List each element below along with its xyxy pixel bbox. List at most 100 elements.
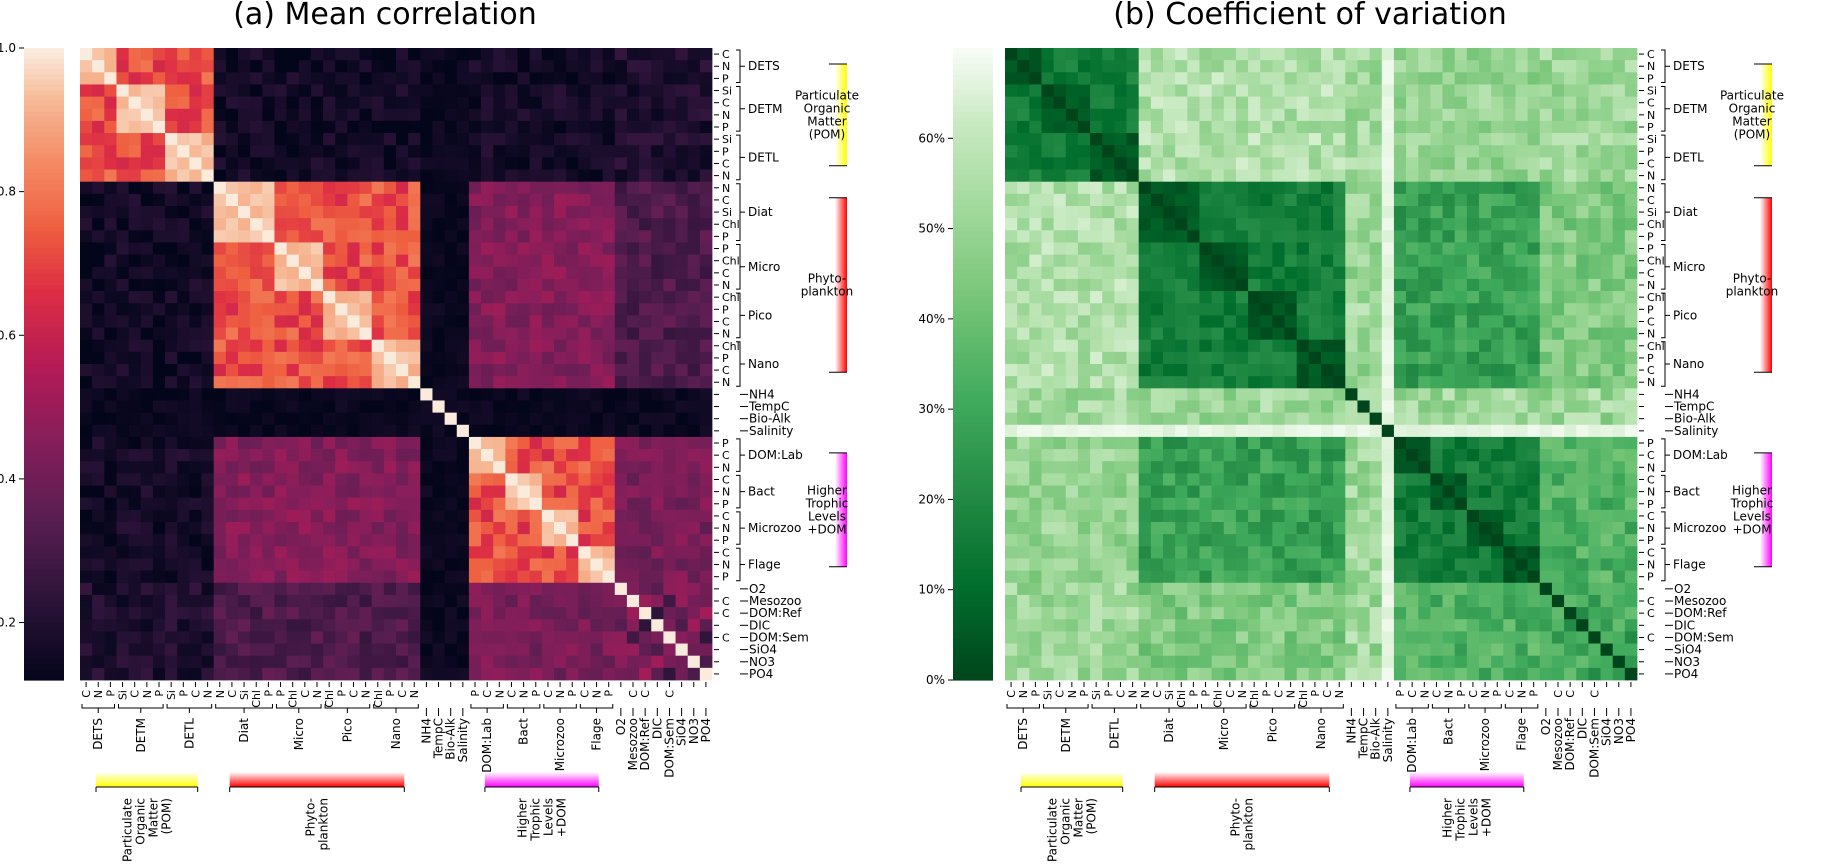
heatmap-cell [468,145,482,158]
heatmap-cell [1296,364,1310,377]
group-label: Pico [748,308,772,322]
heatmap-cell [1539,376,1553,389]
heatmap-cell [310,291,324,304]
heatmap-cell [383,509,397,523]
heatmap-cell [1308,315,1322,328]
heatmap-cell [554,242,567,256]
heatmap-cell [165,631,178,644]
heatmap-cell [128,655,142,669]
heatmap-cell [1223,339,1237,353]
colorbar-segment [953,637,993,644]
heatmap-cell [359,242,373,256]
heatmap-cell [699,108,713,122]
heatmap-cell [566,643,579,657]
heatmap-cell [626,108,640,122]
heatmap-cell [274,667,288,681]
heatmap-cell [1248,364,1261,377]
heatmap-cell [1564,254,1577,268]
heatmap-cell [1005,193,1018,207]
heatmap-cell [699,339,713,353]
heatmap-cell [1321,351,1334,365]
heatmap-cell [1005,315,1018,328]
heatmap-cell [201,412,215,426]
heatmap-cell [274,351,288,365]
heatmap-cell [1102,193,1115,207]
heatmap-cell [1284,133,1298,146]
heatmap-cell [323,558,336,572]
heatmap-cell [92,570,105,584]
heatmap-cell [1515,157,1529,170]
heatmap-cell [590,594,604,608]
heatmap-cell [262,242,275,256]
heatmap-cell [578,193,591,207]
heatmap-cell [432,643,446,657]
heatmap-cell [456,643,470,657]
heatmap-cell [1187,278,1200,292]
heatmap-cell [1333,181,1346,195]
heatmap-cell [286,206,300,219]
heatmap-cell [1442,120,1456,134]
heatmap-cell [250,388,263,401]
heatmap-cell [250,133,263,146]
heatmap-cell [128,351,142,365]
heatmap-cell [140,400,154,414]
heatmap-cell [92,388,105,401]
heatmap-cell [1539,400,1553,414]
heatmap-cell [1005,242,1018,256]
colorbar-segment [24,153,64,160]
heatmap-cell [1041,218,1055,231]
heatmap-cell [1163,96,1176,110]
heatmap-cell [541,96,555,110]
heatmap-cell [1612,84,1626,98]
heatmap-cell [1466,278,1480,292]
heatmap-cell [1624,72,1638,85]
heatmap-cell [614,522,628,535]
heatmap-cell [468,607,482,620]
heatmap-cell [1321,218,1334,231]
heatmap-cell [590,534,604,547]
heatmap-cell [602,364,616,377]
heatmap-cell [578,643,591,657]
heatmap-cell [444,254,458,268]
heatmap-cell [116,388,130,401]
heatmap-cell [1163,145,1176,158]
heatmap-cell [578,206,591,219]
heatmap-cell [1454,327,1468,341]
heatmap-cell [238,485,251,499]
heatmap-cell [578,376,591,389]
heatmap-cell [80,254,93,268]
heatmap-cell [578,436,591,450]
heatmap-cell [456,582,470,596]
heatmap-cell [189,254,202,268]
heatmap-cell [238,230,251,243]
colorbar-segment [953,622,993,628]
heatmap-cell [1430,327,1443,341]
heatmap-cell [1187,254,1200,268]
heatmap-cell [262,655,275,669]
heatmap-cell [1612,278,1626,292]
heatmap-cell [456,266,470,280]
heatmap-cell [456,400,470,414]
heatmap-cell [80,619,93,632]
heatmap-cell [1090,60,1103,73]
heatmap-cell [371,667,385,681]
colorbar-segment [24,495,64,502]
heatmap-cell [201,230,215,243]
heatmap-cell [80,461,93,474]
heatmap-cell [152,643,166,657]
colorbar-segment [24,558,64,565]
heatmap-cell [323,84,336,98]
heatmap-cell [396,473,409,486]
heatmap-cell [298,400,312,414]
heatmap-cell [335,400,348,414]
group-label: TempC [432,718,446,759]
heatmap-cell [1600,412,1614,426]
heatmap-cell [1527,351,1541,365]
heatmap-cell [1077,120,1091,134]
heatmap-cell [1479,230,1492,243]
heatmap-cell [1175,364,1188,377]
heatmap-cell [189,412,202,426]
heatmap-cell [1065,193,1079,207]
heatmap-cell [1454,48,1468,61]
heatmap-cell [505,619,518,632]
